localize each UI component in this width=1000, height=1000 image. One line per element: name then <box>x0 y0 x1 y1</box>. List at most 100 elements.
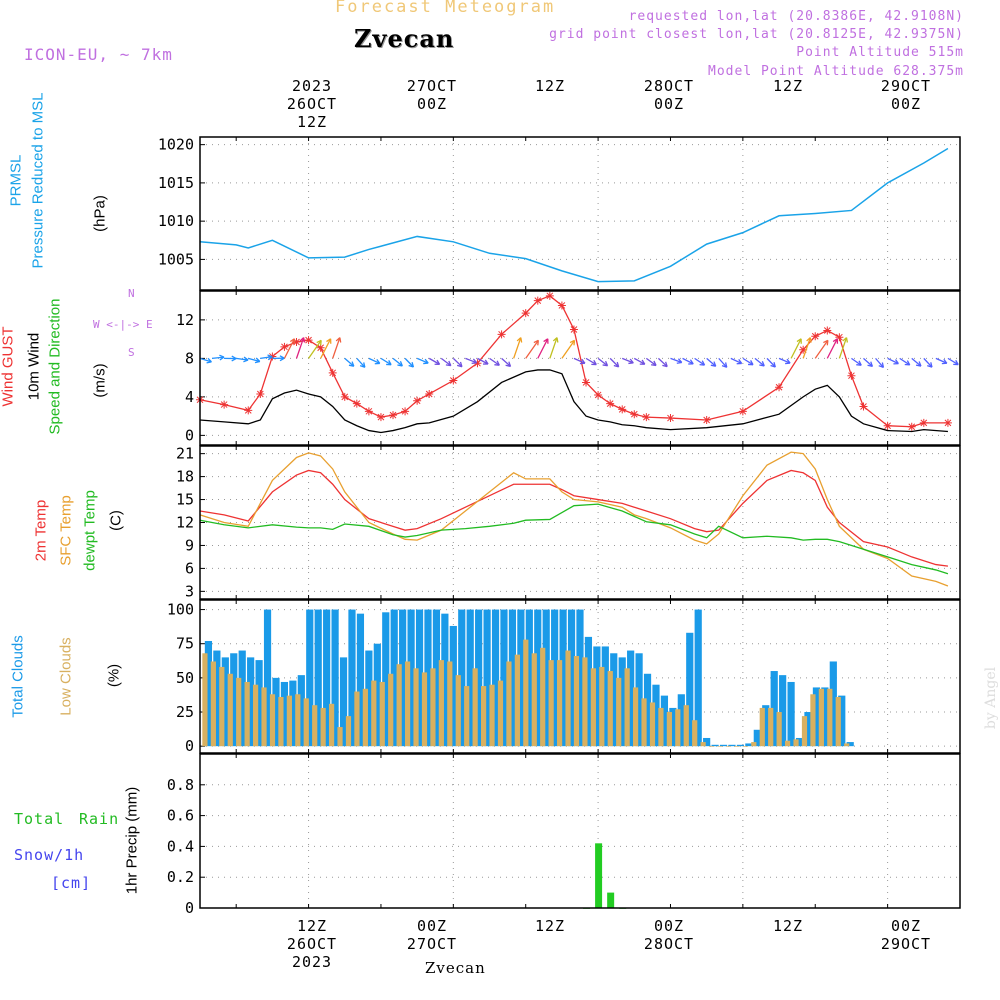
wind-direction-arrow <box>718 357 728 368</box>
credit-watermark: by Angel <box>983 666 1000 730</box>
wind-arrow-shaft <box>718 357 728 368</box>
wind-arrow-head <box>359 362 366 368</box>
low-cloud-bar <box>413 668 419 747</box>
wind-gust-marker <box>943 418 952 427</box>
wind-arrow-shaft <box>211 356 225 360</box>
low-cloud-bar <box>244 681 250 747</box>
wind-gust-marker <box>775 383 784 392</box>
wind-direction-arrow <box>380 357 392 366</box>
wind-arrow-head <box>662 361 668 368</box>
wind-arrow-shaft <box>838 337 848 359</box>
top-axis-label: 29OCT 00Z <box>880 77 932 113</box>
low-cloud-bar <box>489 684 495 747</box>
y-tick-label: 0 <box>185 737 194 755</box>
wind-direction-arrow <box>694 357 706 366</box>
wind-direction-arrow <box>814 339 829 359</box>
low-cloud-bar <box>784 740 791 747</box>
wind-arrow-head <box>927 362 933 368</box>
panel-frame <box>199 753 961 909</box>
low-cloud-bar <box>692 720 698 747</box>
low-cloud-bar <box>328 703 335 747</box>
low-cloud-bar <box>742 746 748 747</box>
wind-direction-arrow <box>730 357 743 365</box>
wind-gust-marker <box>256 389 265 398</box>
compass-we: W <-|-> E <box>93 318 153 331</box>
total-cloud-bar <box>306 609 314 747</box>
total-cloud-bar <box>551 609 559 747</box>
wind-arrow-shaft <box>428 357 440 365</box>
bottom-axis-label: 00Z 27OCT <box>406 917 458 953</box>
y-tick-label: 3 <box>185 582 194 600</box>
wind-gust-marker <box>642 413 651 422</box>
total-cloud-bar <box>643 673 652 747</box>
wind-direction-arrow <box>597 357 609 367</box>
wind-direction-arrow <box>645 357 657 367</box>
low-cloud-bar <box>793 739 799 747</box>
low-cloud-bar <box>835 696 841 747</box>
wind-gust-marker <box>292 338 301 347</box>
wind-gust-marker <box>594 390 603 399</box>
wind-direction-arrow <box>236 356 249 363</box>
low-cloud-bar <box>497 680 504 747</box>
low-cloud-bar <box>379 681 385 747</box>
wind-arrow-shaft <box>730 357 742 365</box>
wind-direction-arrow <box>875 357 885 369</box>
low-cloud-bar <box>658 707 664 747</box>
wind-arrow-head <box>505 361 512 368</box>
wind-arrow-shaft <box>320 338 332 359</box>
wind-direction-arrow <box>609 357 620 368</box>
low-cloud-bar <box>734 746 740 747</box>
panel-frame <box>199 136 961 291</box>
y-tick-label: 6 <box>185 559 194 577</box>
low-cloud-bar <box>641 698 647 747</box>
wind-arrow-shaft <box>633 357 646 365</box>
point-altitude: Point Altitude 515m <box>796 45 964 60</box>
y-tick-label: 0 <box>185 899 194 917</box>
requested-coords: requested lon,lat (20.8386E, 42.9108N) <box>628 9 964 24</box>
wind-arrow-head <box>299 337 306 343</box>
bottom-axis-label: 12Z <box>534 917 566 935</box>
low-cloud-bar <box>404 661 411 747</box>
total-cloud-bar <box>204 640 213 747</box>
wind-arrow-shaft <box>489 357 500 366</box>
wind-direction-arrow <box>283 338 296 359</box>
meteogram-subtitle: Forecast Meteogram <box>335 0 556 17</box>
precip-total-label: Total <box>14 810 65 828</box>
wind-direction-arrow <box>199 357 212 364</box>
total-cloud-bar <box>610 653 618 747</box>
temp-sfc-line <box>199 451 949 587</box>
wind-direction-arrow <box>754 357 765 367</box>
low-cloud-bar <box>480 686 487 747</box>
total-cloud-bar <box>289 680 297 747</box>
wind-arrow-shaft <box>875 357 884 368</box>
wind-arrow-head <box>483 359 489 365</box>
wind-direction-arrow <box>392 357 403 367</box>
low-cloud-bar <box>531 653 537 747</box>
low-cloud-bar <box>464 686 470 747</box>
low-cloud-bar <box>388 673 394 747</box>
wind-direction-arrow <box>416 357 429 365</box>
wind-arrow-shaft <box>368 357 381 365</box>
wind-direction-arrow <box>356 357 366 368</box>
wind-arrow-head <box>639 359 646 365</box>
wind-arrow-head <box>941 358 948 365</box>
bottom-axis-label: 12Z <box>772 917 804 935</box>
total-cloud-bar <box>770 671 778 747</box>
y-tick-label: 75 <box>176 635 194 653</box>
low-cloud-bar <box>827 688 833 747</box>
low-cloud-bar <box>354 691 360 747</box>
low-cloud-bar <box>320 707 326 747</box>
wind-arrow-head <box>374 359 381 365</box>
y-tick-label: 1015 <box>158 174 194 192</box>
low-cloud-bar <box>725 746 732 747</box>
compass-n: N <box>128 287 135 300</box>
wind-arrow-head <box>516 337 523 343</box>
bottom-axis-label: 00Z 28OCT <box>643 917 695 953</box>
low-cloud-bar <box>261 687 267 747</box>
total-cloud-bar <box>399 609 407 747</box>
wind-direction-arrow <box>465 357 478 364</box>
wind-direction-arrow <box>851 357 862 366</box>
low-cloud-bar <box>818 688 824 747</box>
total-cloud-bar <box>280 681 289 747</box>
y-tick-label: 8 <box>185 349 194 367</box>
